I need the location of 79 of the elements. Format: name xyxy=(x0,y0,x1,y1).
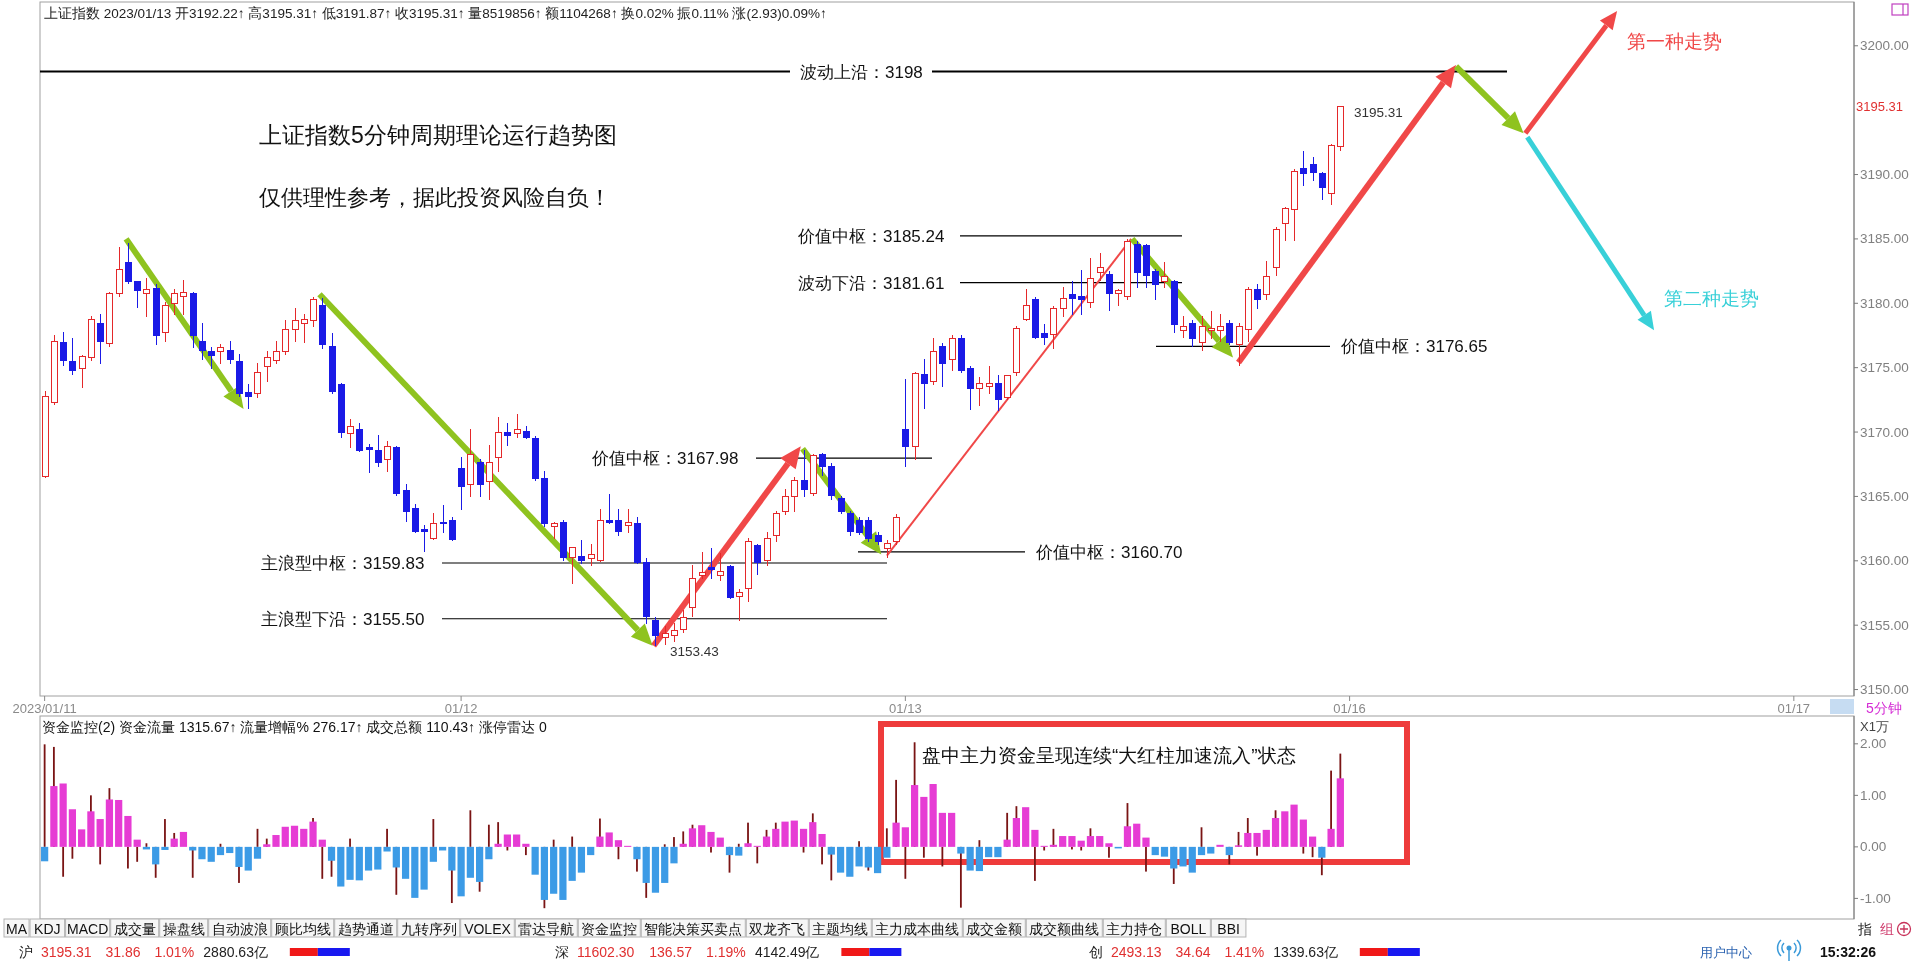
text: 成交金额 xyxy=(966,921,1023,937)
text: 4142.49亿 xyxy=(754,944,820,960)
annotation: 3195.31 xyxy=(1354,104,1403,120)
y-tick-label: 3200.00 xyxy=(1860,38,1909,54)
y-tick-label: 0.00 xyxy=(1860,839,1887,855)
text: 15:32:26 xyxy=(1820,944,1877,960)
text: VOLEX xyxy=(464,921,512,937)
text: 沪 xyxy=(19,944,33,960)
text: MACD xyxy=(67,921,109,937)
ref-line-label: 主浪型中枢：3159.83 xyxy=(261,553,425,573)
text: 操盘线 xyxy=(162,921,205,937)
annotation: 盘中主力资金呈现连续“大红柱加速流入”状态 xyxy=(922,744,1296,766)
text: 顾比均线 xyxy=(274,921,331,937)
text: 3195.31 xyxy=(1856,98,1903,114)
annotation: 上证指数 2023/01/13 开3192.22↑ 高3195.31↑ 低3191.87↑ 收3195.31↑ 量8519856↑ 额1104268↑ 换0.02% 振0.11% 涨(2.93)0.09%↑ xyxy=(44,5,827,21)
annotation: 第二种走势 xyxy=(1664,287,1759,309)
text: 上证指数5分钟周期理论运行趋势图 xyxy=(259,122,617,148)
text: 组 xyxy=(1880,921,1894,937)
x-axis-title: 5分钟 xyxy=(1866,700,1902,716)
y-tick-label: 2.00 xyxy=(1860,736,1887,752)
text: 主力成本曲线 xyxy=(875,921,960,937)
ref-line-label: 价值中枢：3167.98 xyxy=(591,448,739,468)
text: 双龙齐飞 xyxy=(749,921,806,937)
text: 趋势通道 xyxy=(337,921,394,937)
text: MA xyxy=(6,921,28,937)
x-tick-label: 2023/01/11 xyxy=(12,700,77,716)
ref-line-label: 主浪型下沿：3155.50 xyxy=(261,609,425,629)
annotation: 第一种走势 xyxy=(1627,30,1722,52)
text: 136.57 xyxy=(649,944,693,960)
text: KDJ xyxy=(34,921,61,937)
y-tick-label: 3155.00 xyxy=(1860,617,1909,633)
text: 用户中心 xyxy=(1700,944,1752,960)
y-tick-label: -1.00 xyxy=(1860,890,1891,906)
x-tick-label: 01/16 xyxy=(1333,700,1366,716)
text: 雷达导航 xyxy=(518,921,575,937)
text: 自动波浪 xyxy=(211,921,268,937)
chart-title: 资金监控(2) 资金流量 1315.67↑ 流量增幅% 276.17↑ 成交总额 110.43↑ 涨停雷达 0 xyxy=(42,719,547,735)
annotation: 3153.43 xyxy=(670,643,719,659)
y-tick-label: 3165.00 xyxy=(1860,488,1909,504)
y-tick-label: 3150.00 xyxy=(1860,682,1909,698)
text: 31.86 xyxy=(105,944,141,960)
y-axis-title: X1万 xyxy=(1860,718,1889,734)
text: 1.19% xyxy=(705,944,746,960)
text: 主题均线 xyxy=(812,921,869,937)
ref-line-label: 波动下沿：3181.61 xyxy=(798,273,945,293)
text: 成交额曲线 xyxy=(1029,921,1100,937)
text: 成交量 xyxy=(113,921,156,937)
text: 11602.30 xyxy=(577,944,635,960)
text: BOLL xyxy=(1170,921,1207,937)
y-tick-label: 3170.00 xyxy=(1860,424,1909,440)
text: BBI xyxy=(1217,921,1240,937)
y-tick-label: 3185.00 xyxy=(1860,231,1909,247)
text: 2493.13 xyxy=(1111,944,1162,960)
ref-line-label: 价值中枢：3176.65 xyxy=(1340,336,1488,356)
text: 仅供理性参考，据此投资风险自负！ xyxy=(259,184,611,210)
text: 创 xyxy=(1089,944,1103,960)
text: 指 xyxy=(1857,921,1872,937)
ref-line-label: 价值中枢：3185.24 xyxy=(797,226,945,246)
ref-line-label: 波动上沿：3198 xyxy=(800,62,923,82)
y-tick-label: 3175.00 xyxy=(1860,360,1909,376)
text: 1339.63亿 xyxy=(1273,944,1338,960)
text: 九转序列 xyxy=(400,921,457,937)
y-tick-label: 3160.00 xyxy=(1860,553,1909,569)
x-tick-label: 01/12 xyxy=(444,700,478,716)
x-tick-label: 01/13 xyxy=(889,700,922,716)
text: 主力持仓 xyxy=(1106,921,1163,937)
text: 2880.63亿 xyxy=(203,944,268,960)
text: 1.01% xyxy=(154,944,195,960)
text: 智能决策买卖点 xyxy=(644,921,743,937)
text: 3195.31 xyxy=(41,944,92,960)
y-tick-label: 3180.00 xyxy=(1860,295,1909,311)
x-tick-label: 01/17 xyxy=(1777,700,1811,716)
y-tick-label: 3190.00 xyxy=(1860,167,1909,183)
text: 资金监控 xyxy=(581,921,638,937)
ref-line-label: 价值中枢：3160.70 xyxy=(1035,542,1183,562)
text: 34.64 xyxy=(1175,944,1211,960)
text: 1.41% xyxy=(1224,944,1265,960)
y-tick-label: 1.00 xyxy=(1860,787,1887,803)
text: 深 xyxy=(555,944,569,960)
